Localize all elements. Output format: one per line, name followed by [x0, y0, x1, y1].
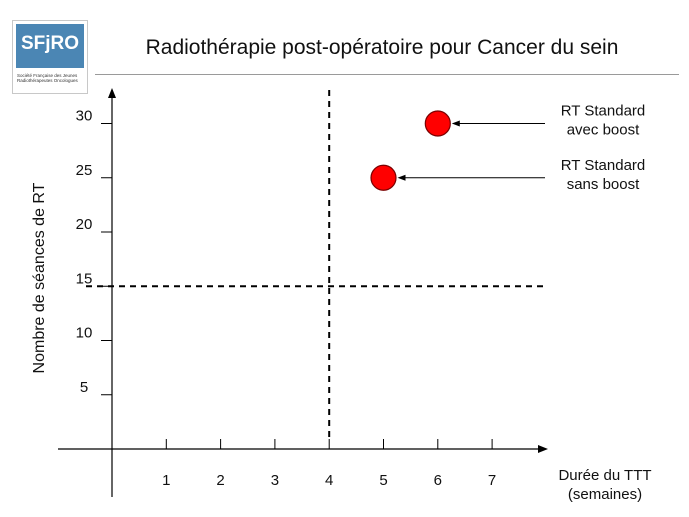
data-points: RT Standard avec boost RT Standard sans boo… [370, 103, 646, 193]
y-axis-label: Nombre de séances de RT [31, 182, 48, 373]
data-point [370, 164, 397, 191]
x-axis-label-line: (semaines) [568, 486, 642, 503]
x-tick-label: 4 [325, 472, 333, 489]
x-tick-label: 1 [162, 472, 170, 489]
data-point-label: RT Standard avec boost [561, 103, 646, 139]
y-tick-label: 15 [76, 270, 93, 287]
y-tick-label: 20 [76, 216, 93, 233]
page-title: Radiothérapie post-opératoire pour Cance… [145, 36, 619, 59]
logo-band: SFjRO [16, 24, 84, 68]
y-tick-label: 5 [80, 379, 88, 396]
x-tick-label: 3 [271, 472, 279, 489]
y-tick-label: 10 [76, 325, 93, 342]
x-tick-label: 7 [488, 472, 496, 489]
x-tick-label: 2 [216, 472, 224, 489]
annotation-arrowhead [397, 174, 406, 181]
y-axis-arrow [108, 88, 116, 98]
reference-lines [86, 90, 545, 440]
annotation-arrowhead [451, 120, 460, 127]
x-axis-label-line: Durée du TTT [558, 467, 651, 484]
x-axis-label: Durée du TTT (semaines) [558, 467, 651, 503]
logo-subtitle: Société Française des Jeunes Radiothérap… [17, 73, 78, 83]
title-divider [95, 74, 679, 75]
x-tick-label: 5 [379, 472, 387, 489]
data-point [424, 110, 451, 137]
x-tick-label: 6 [434, 472, 442, 489]
y-tick-label: 25 [76, 162, 93, 179]
axis-ticks: 1 2 3 4 5 6 7 5 10 15 20 25 30 [76, 108, 497, 490]
logo-text: SFjRO [20, 33, 80, 54]
y-tick-label: 30 [76, 108, 93, 125]
logo: SFjRO Société Française des Jeunes Radio… [12, 20, 88, 94]
data-point-label: RT Standard sans boost [561, 157, 646, 193]
x-axis-arrow [538, 445, 548, 453]
